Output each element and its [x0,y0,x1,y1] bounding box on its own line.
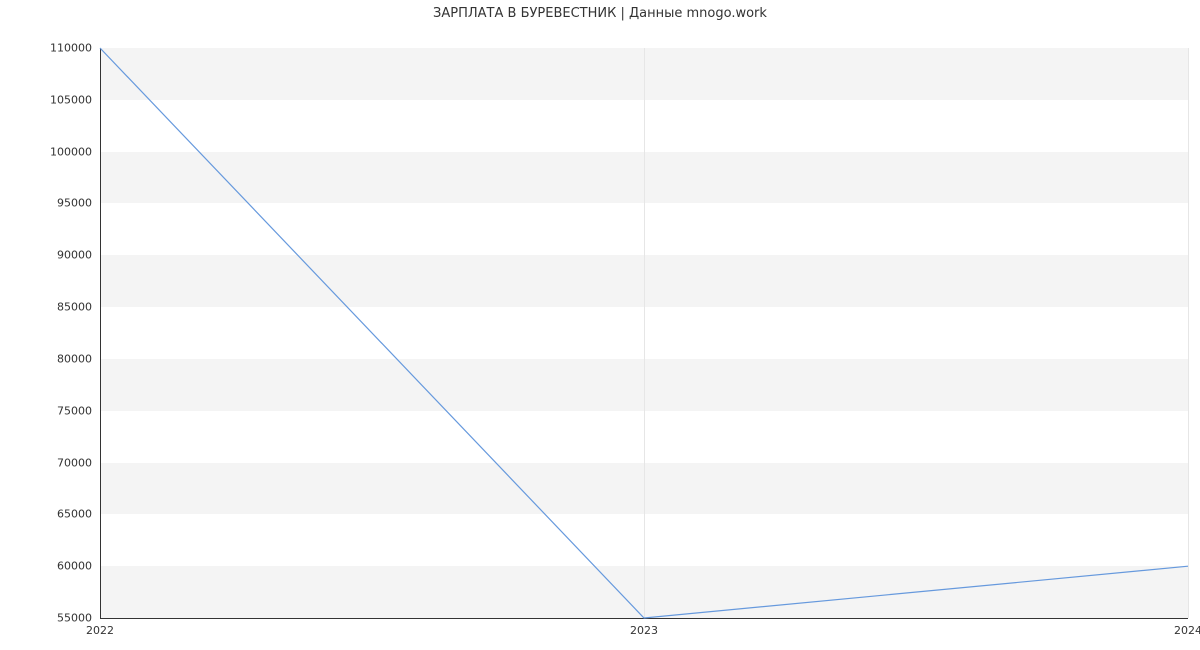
y-tick-label: 100000 [50,145,100,158]
y-tick-label: 85000 [57,301,100,314]
x-gridline [1188,48,1189,618]
y-tick-label: 75000 [57,404,100,417]
y-tick-label: 60000 [57,560,100,573]
y-tick-label: 95000 [57,197,100,210]
y-tick-label: 110000 [50,42,100,55]
x-tick-label: 2024 [1174,618,1200,637]
y-tick-label: 105000 [50,93,100,106]
x-tick-label: 2023 [630,618,658,637]
series-svg [100,48,1188,618]
series-line-salary [100,48,1188,618]
chart-title: ЗАРПЛАТА В БУРЕВЕСТНИК | Данные mnogo.wo… [0,6,1200,21]
plot-area: 5500060000650007000075000800008500090000… [100,48,1188,618]
x-tick-label: 2022 [86,618,114,637]
chart-container: ЗАРПЛАТА В БУРЕВЕСТНИК | Данные mnogo.wo… [0,0,1200,650]
y-tick-label: 80000 [57,352,100,365]
y-tick-label: 90000 [57,249,100,262]
y-tick-label: 70000 [57,456,100,469]
y-tick-label: 65000 [57,508,100,521]
